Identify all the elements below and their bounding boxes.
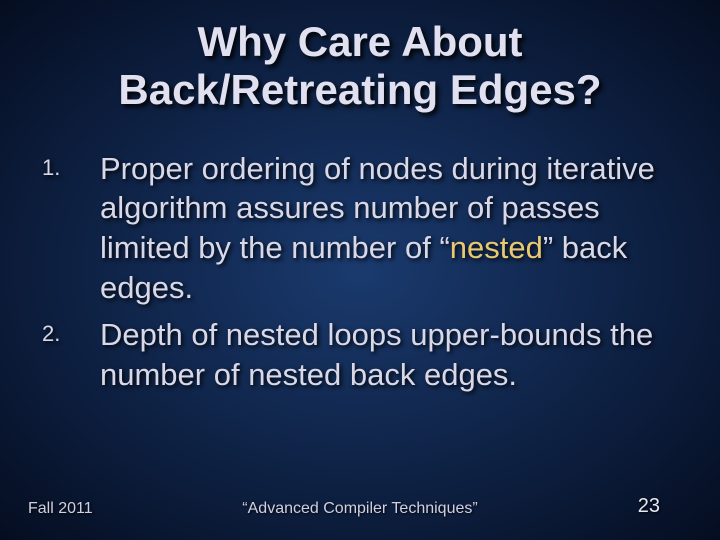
footer-center: “Advanced Compiler Techniques” bbox=[242, 500, 477, 518]
title-line-2: Back/Retreating Edges? bbox=[118, 66, 601, 113]
page-number: 23 bbox=[638, 495, 660, 518]
list-item: 2. Depth of nested loops upper-bounds th… bbox=[42, 315, 690, 394]
list-marker: 2. bbox=[42, 315, 100, 394]
highlight-text: nested bbox=[450, 230, 543, 265]
bullet-list: 1. Proper ordering of nodes during itera… bbox=[30, 149, 690, 395]
slide: Why Care About Back/Retreating Edges? 1.… bbox=[0, 0, 720, 540]
list-body: Depth of nested loops upper-bounds the n… bbox=[100, 315, 690, 394]
text-before: Depth of nested loops upper-bounds the n… bbox=[100, 317, 653, 392]
list-marker: 1. bbox=[42, 149, 100, 308]
list-body: Proper ordering of nodes during iterativ… bbox=[100, 149, 690, 308]
slide-title: Why Care About Back/Retreating Edges? bbox=[30, 18, 690, 115]
title-line-1: Why Care About bbox=[197, 18, 522, 65]
footer-left: Fall 2011 bbox=[28, 500, 93, 518]
list-item: 1. Proper ordering of nodes during itera… bbox=[42, 149, 690, 308]
